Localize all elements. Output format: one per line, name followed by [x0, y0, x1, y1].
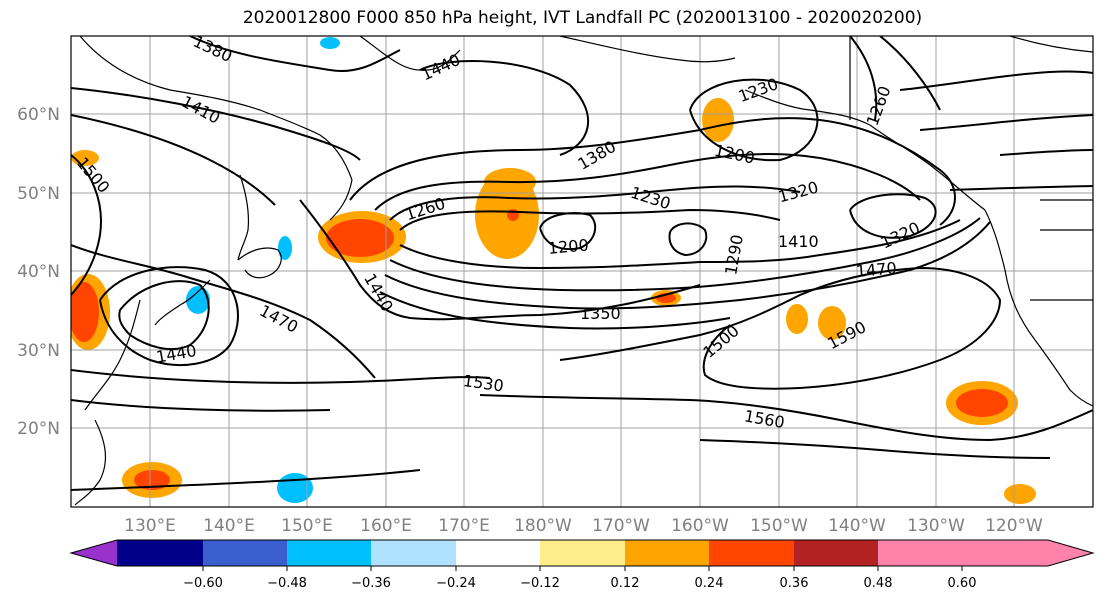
- colorbar-ticks: [202, 566, 963, 571]
- longitude-label: 160°E: [360, 516, 412, 536]
- ivt-positive-core: [326, 219, 394, 257]
- colorbar-segment: [709, 540, 794, 566]
- colorbar-tick-label: −0.24: [436, 576, 476, 591]
- latitude-label: 40°N: [17, 262, 60, 282]
- longitude-label: 140°W: [828, 516, 886, 536]
- colorbar-tick-label: 0.60: [948, 576, 977, 591]
- coastlines: [74, 36, 1093, 506]
- longitude-label: 170°E: [438, 516, 490, 536]
- contour-label-group: 1380 1440 1410 1500 1380 1230 1260 1200 …: [73, 32, 923, 432]
- map-frame: [70, 35, 1094, 508]
- longitude-label: 150°W: [750, 516, 808, 536]
- colorbar-tick-label: 0.48: [864, 576, 893, 591]
- ivt-negative-area: [277, 473, 313, 503]
- colorbar-outline: [69, 539, 1095, 567]
- colorbar-tick-label: −0.60: [183, 576, 223, 591]
- colorbar: −0.60 −0.48 −0.36 −0.24 −0.12 0.12 0.24 …: [69, 539, 1095, 591]
- colorbar-tick-label: −0.12: [520, 576, 560, 591]
- colorbar-tick-label: 0.12: [611, 576, 640, 591]
- colorbar-segment: [540, 540, 625, 566]
- longitude-label: 170°W: [592, 516, 650, 536]
- ivt-positive-core: [71, 282, 99, 342]
- contour-label: 1470: [855, 258, 897, 280]
- ivt-positive-area: [1004, 484, 1036, 504]
- latitude-label: 60°N: [17, 105, 60, 125]
- colorbar-segment: [456, 540, 540, 566]
- latitude-label: 30°N: [17, 341, 60, 361]
- latitude-axis: 60°N 50°N 40°N 30°N 20°N: [17, 105, 60, 439]
- latitude-label: 50°N: [17, 184, 60, 204]
- map-title: 2020012800 F000 850 hPa height, IVT Land…: [242, 8, 923, 28]
- colorbar-extension-high: [962, 540, 1093, 566]
- longitude-label: 180°W: [514, 516, 572, 536]
- ivt-negative-area: [278, 236, 292, 260]
- longitude-label: 130°E: [124, 516, 176, 536]
- colorbar-extension-low: [71, 540, 117, 566]
- longitude-label: 120°W: [985, 516, 1043, 536]
- colorbar-segment: [371, 540, 456, 566]
- contour-label: 1410: [778, 232, 819, 251]
- colorbar-segment: [625, 540, 709, 566]
- ivt-negative-area: [320, 37, 340, 49]
- longitude-label: 130°W: [907, 516, 965, 536]
- longitude-label: 150°E: [281, 516, 333, 536]
- colorbar-tick-label: −0.48: [267, 576, 307, 591]
- colorbar-segment: [287, 540, 371, 566]
- colorbar-segment: [203, 540, 287, 566]
- latitude-label: 20°N: [17, 419, 60, 439]
- longitude-axis: 130°E 140°E 150°E 160°E 170°E 180°W 170°…: [124, 516, 1043, 536]
- contour-label: 1200: [547, 235, 589, 257]
- ivt-negative-area: [186, 286, 210, 314]
- colorbar-segment: [117, 540, 203, 566]
- colorbar-tick-label: −0.36: [351, 576, 391, 591]
- colorbar-segment: [878, 540, 962, 566]
- colorbar-tick-label: 0.36: [780, 576, 809, 591]
- contour-label: 1350: [580, 304, 621, 323]
- ivt-positive-area: [818, 306, 846, 340]
- colorbar-segment: [794, 540, 878, 566]
- ivt-positive-core: [956, 389, 1008, 417]
- colorbar-tick-label: 0.24: [695, 576, 724, 591]
- longitude-label: 160°W: [671, 516, 729, 536]
- ivt-positive-area: [702, 98, 734, 142]
- ivt-positive-area: [786, 304, 808, 334]
- height-contours: [71, 36, 1093, 491]
- ivt-positive-core: [134, 470, 170, 490]
- ivt-shading: [71, 37, 1036, 504]
- longitude-label: 140°E: [203, 516, 255, 536]
